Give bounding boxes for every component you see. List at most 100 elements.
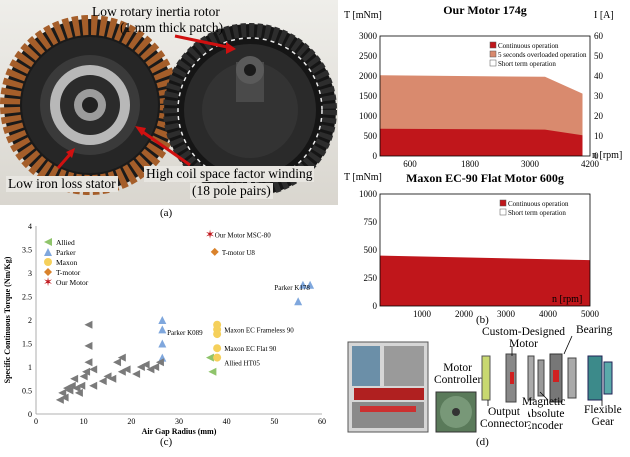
chart3-point — [77, 381, 86, 390]
chart3-point — [298, 280, 307, 289]
chart3-legend-marker: ✶ — [43, 275, 53, 289]
chart3-legend-label: Allied — [56, 238, 75, 247]
label-magnetic-encoder: Magnetic Absolute Encoder — [522, 396, 566, 432]
label-custom-motor: Custom-Designed Motor — [482, 326, 566, 350]
chart1-ylabel: T [mNm] — [344, 10, 382, 21]
chart1-y2tick: 20 — [594, 111, 604, 121]
chart2-title: Maxon EC-90 Flat Motor 600g — [406, 171, 564, 185]
chart3-point — [205, 353, 214, 362]
chart3-point — [84, 341, 93, 350]
chart1-ytick: 2000 — [359, 71, 378, 81]
chart3-legend-label: Parker — [56, 248, 76, 257]
chart3-legend-label: Our Motor — [56, 278, 89, 287]
chart3-point — [98, 377, 107, 386]
chart2-ytick: 0 — [373, 301, 378, 311]
chart1-legend-label: 5 seconds overloaded operation — [498, 51, 587, 59]
chart3-annotation: Allied HT05 — [224, 359, 260, 367]
chart2-xtick: 2000 — [455, 309, 474, 319]
chart2-xlabel: n [rpm] — [552, 294, 582, 305]
chart2-area-continuous — [380, 255, 590, 306]
chart3-point — [213, 330, 222, 339]
chart3-legend-label: Maxon — [56, 258, 77, 267]
chart2-xtick: 4000 — [539, 309, 558, 319]
chart2-xtick: 5000 — [581, 309, 600, 319]
motor-photo — [0, 0, 338, 205]
chart1-legend-swatch — [489, 50, 497, 58]
chart1-ytick: 3000 — [359, 31, 378, 41]
controller-board — [435, 391, 477, 433]
chart3-point — [79, 372, 88, 381]
chart3-point — [70, 374, 79, 383]
chart1-y2tick: 0 — [594, 151, 599, 161]
chart3-ytick: 2.5 — [22, 293, 32, 302]
label-flexible-gear: Flexible Gear — [584, 404, 622, 428]
chart1-xlabel: n [rpm] — [592, 150, 622, 161]
chart1-legend-swatch — [489, 41, 497, 49]
chart3-point — [58, 388, 67, 397]
chart3-point — [84, 358, 93, 367]
chart3-point — [213, 353, 222, 362]
chart3-point — [89, 365, 98, 374]
chart2-legend-swatch — [499, 199, 507, 207]
chart3-ytick: 2 — [28, 316, 32, 325]
chart2-frame — [379, 193, 591, 307]
panel-a: Low rotary inertia rotor (1 mm thick pat… — [0, 0, 338, 205]
chart3-point — [306, 280, 315, 289]
chart1-ytick: 500 — [364, 131, 378, 141]
caption-b: (b) — [476, 314, 489, 326]
chart2-xtick: 3000 — [497, 309, 516, 319]
chart3-point — [158, 316, 167, 324]
chart1-ytick: 1500 — [359, 91, 378, 101]
chart1-y2tick: 30 — [594, 91, 604, 101]
chart2-ytick: 500 — [364, 245, 378, 255]
chart1-ytick: 0 — [373, 151, 378, 161]
chart1-ytick: 2500 — [359, 51, 378, 61]
chart1-legend-label: Short term operation — [498, 60, 556, 68]
assembly-diagram — [347, 335, 613, 433]
chart3-legend-marker — [44, 268, 52, 276]
chart3-point — [158, 325, 167, 334]
chart2-ytick: 250 — [364, 273, 378, 283]
chart3-point — [89, 381, 98, 390]
chart3-point — [108, 374, 117, 383]
panel-d: Custom-Designed Motor Bearing Motor Cont… — [340, 324, 630, 452]
chart3-point — [84, 320, 93, 329]
chart3-xtick: 0 — [34, 417, 38, 426]
chart1-legend-label: Continuous operation — [498, 42, 559, 50]
exploded-parts — [481, 353, 613, 403]
caption-d: (d) — [476, 436, 489, 448]
label-output-connector: Output Connector — [480, 406, 528, 430]
chart1-area-continuous — [380, 128, 583, 156]
chart1-xtick: 1800 — [461, 159, 480, 169]
chart2-ylabel: T [mNm] — [344, 172, 382, 183]
chart1-ytick: 1000 — [359, 111, 378, 121]
rotor-sublabel: (1 mm thick patch) — [120, 20, 224, 35]
rotor-label: Low rotary inertia rotor — [92, 4, 220, 19]
chart2-legend-label: Continuous operation — [508, 200, 569, 208]
chart3-legend-marker — [44, 238, 52, 246]
chart3-point — [158, 353, 167, 362]
caption-c: (c) — [160, 436, 173, 448]
assembled-unit — [347, 341, 429, 433]
chart3-xtick: 50 — [270, 417, 278, 426]
chart3-point — [82, 367, 91, 376]
chart2-xtick: 1000 — [413, 309, 432, 319]
chart3-ytick: 4 — [28, 222, 32, 231]
chart2-ytick: 1000 — [359, 189, 378, 199]
chart3-xtick: 10 — [80, 417, 88, 426]
chart3-point — [113, 358, 122, 367]
chart3-point: ✶ — [205, 227, 215, 241]
chart3-annotation: Parker K178 — [274, 284, 310, 292]
chart3-annotation: T-motor U8 — [222, 249, 255, 257]
label-motor-controller: Motor Controller — [434, 362, 482, 386]
chart3-point — [158, 339, 167, 348]
chart3-point — [65, 386, 74, 395]
chart3-legend-marker — [44, 258, 52, 266]
chart3-point — [122, 365, 131, 374]
chart1-y2label: I [A] — [594, 10, 614, 21]
chart3-xlabel: Air Gap Radius (mm) — [142, 427, 217, 436]
chart3-legend-label: T-motor — [56, 268, 81, 277]
chart1-xtick: 600 — [403, 159, 417, 169]
